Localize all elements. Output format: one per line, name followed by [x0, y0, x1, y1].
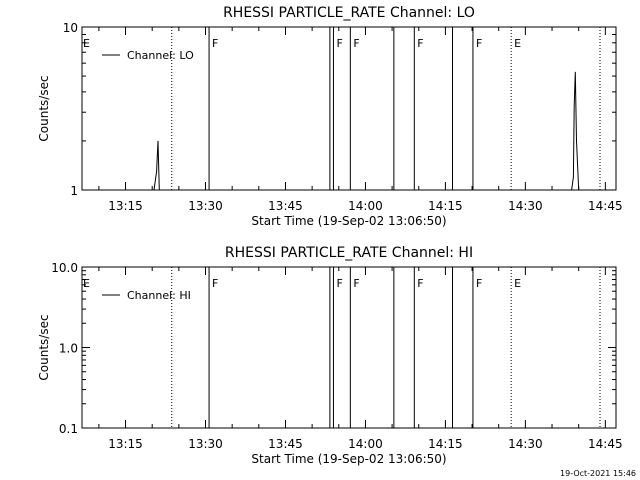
x-tick-label: 13:15: [108, 437, 143, 451]
event-flag-label: E: [514, 37, 521, 50]
legend-label: Channel: LO: [127, 49, 194, 62]
event-flag-label: F: [417, 277, 423, 290]
event-flag-label: F: [212, 37, 218, 50]
x-tick-label: 13:15: [108, 199, 143, 213]
chart-title: RHESSI PARTICLE_RATE Channel: LO: [223, 5, 475, 21]
x-tick-label: 14:15: [428, 437, 463, 451]
hi-channel-panel: RHESSI PARTICLE_RATE Channel: HI 0.1 1.0 10…: [37, 245, 623, 466]
series-line: [82, 71, 616, 191]
x-tick-label: 13:30: [188, 199, 223, 213]
legend-label: Channel: HI: [127, 289, 191, 302]
event-flag-label: F: [336, 37, 342, 50]
x-tick-label: 14:45: [588, 437, 623, 451]
x-tick-label: 13:45: [268, 199, 303, 213]
chart-title: RHESSI PARTICLE_RATE Channel: HI: [225, 245, 473, 261]
y-tick-label: 1.0: [59, 342, 78, 356]
event-flag-label: F: [417, 37, 423, 50]
event-flag-label: E: [514, 277, 521, 290]
y-tick-label: 1: [70, 184, 78, 198]
event-flag-label: F: [353, 277, 359, 290]
x-tick-label: 14:30: [508, 437, 543, 451]
x-axis-label: Start Time (19-Sep-02 13:06:50): [251, 452, 446, 466]
event-flag-label: F: [476, 37, 482, 50]
event-flag-label: F: [476, 277, 482, 290]
event-flag-label: F: [212, 277, 218, 290]
x-tick-label: 14:45: [588, 199, 623, 213]
x-axis-label: Start Time (19-Sep-02 13:06:50): [251, 214, 446, 228]
y-tick-label: 0.1: [59, 422, 78, 436]
x-tick-label: 14:00: [348, 437, 383, 451]
start-flag-label: E: [83, 277, 90, 290]
lo-channel-panel: RHESSI PARTICLE_RATE Channel: LO 1 10 13:15…: [37, 5, 623, 228]
event-flag-label: F: [353, 37, 359, 50]
footer-timestamp: 19-Oct-2021 15:46: [560, 469, 636, 478]
x-tick-label: 13:45: [268, 437, 303, 451]
start-flag-label: E: [83, 37, 90, 50]
event-flag-label: F: [336, 277, 342, 290]
x-tick-label: 13:30: [188, 437, 223, 451]
y-tick-label: 10: [63, 21, 78, 35]
x-tick-label: 14:15: [428, 199, 463, 213]
y-axis-label: Counts/sec: [37, 75, 51, 141]
x-tick-label: 14:00: [348, 199, 383, 213]
y-tick-label: 10.0: [51, 261, 78, 275]
y-axis-label: Counts/sec: [37, 314, 51, 380]
x-tick-label: 14:30: [508, 199, 543, 213]
